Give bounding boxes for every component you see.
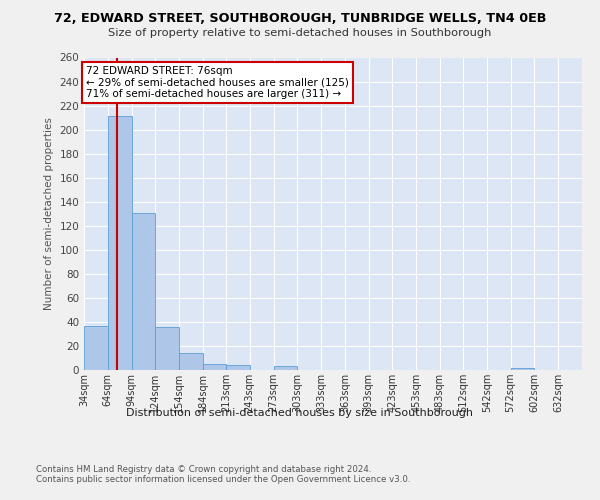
Bar bbox=[274, 366, 298, 370]
Bar bbox=[226, 365, 250, 370]
Text: 72, EDWARD STREET, SOUTHBOROUGH, TUNBRIDGE WELLS, TN4 0EB: 72, EDWARD STREET, SOUTHBOROUGH, TUNBRID… bbox=[54, 12, 546, 26]
Bar bbox=[511, 368, 535, 370]
Bar bbox=[84, 326, 108, 370]
Text: Contains HM Land Registry data © Crown copyright and database right 2024.
Contai: Contains HM Land Registry data © Crown c… bbox=[36, 465, 410, 484]
Bar bbox=[155, 326, 179, 370]
Text: Distribution of semi-detached houses by size in Southborough: Distribution of semi-detached houses by … bbox=[127, 408, 473, 418]
Bar bbox=[131, 212, 155, 370]
Text: 72 EDWARD STREET: 76sqm
← 29% of semi-detached houses are smaller (125)
71% of s: 72 EDWARD STREET: 76sqm ← 29% of semi-de… bbox=[86, 66, 349, 99]
Bar bbox=[203, 364, 226, 370]
Bar bbox=[179, 353, 203, 370]
Y-axis label: Number of semi-detached properties: Number of semi-detached properties bbox=[44, 118, 54, 310]
Bar bbox=[108, 116, 131, 370]
Text: Size of property relative to semi-detached houses in Southborough: Size of property relative to semi-detach… bbox=[109, 28, 491, 38]
